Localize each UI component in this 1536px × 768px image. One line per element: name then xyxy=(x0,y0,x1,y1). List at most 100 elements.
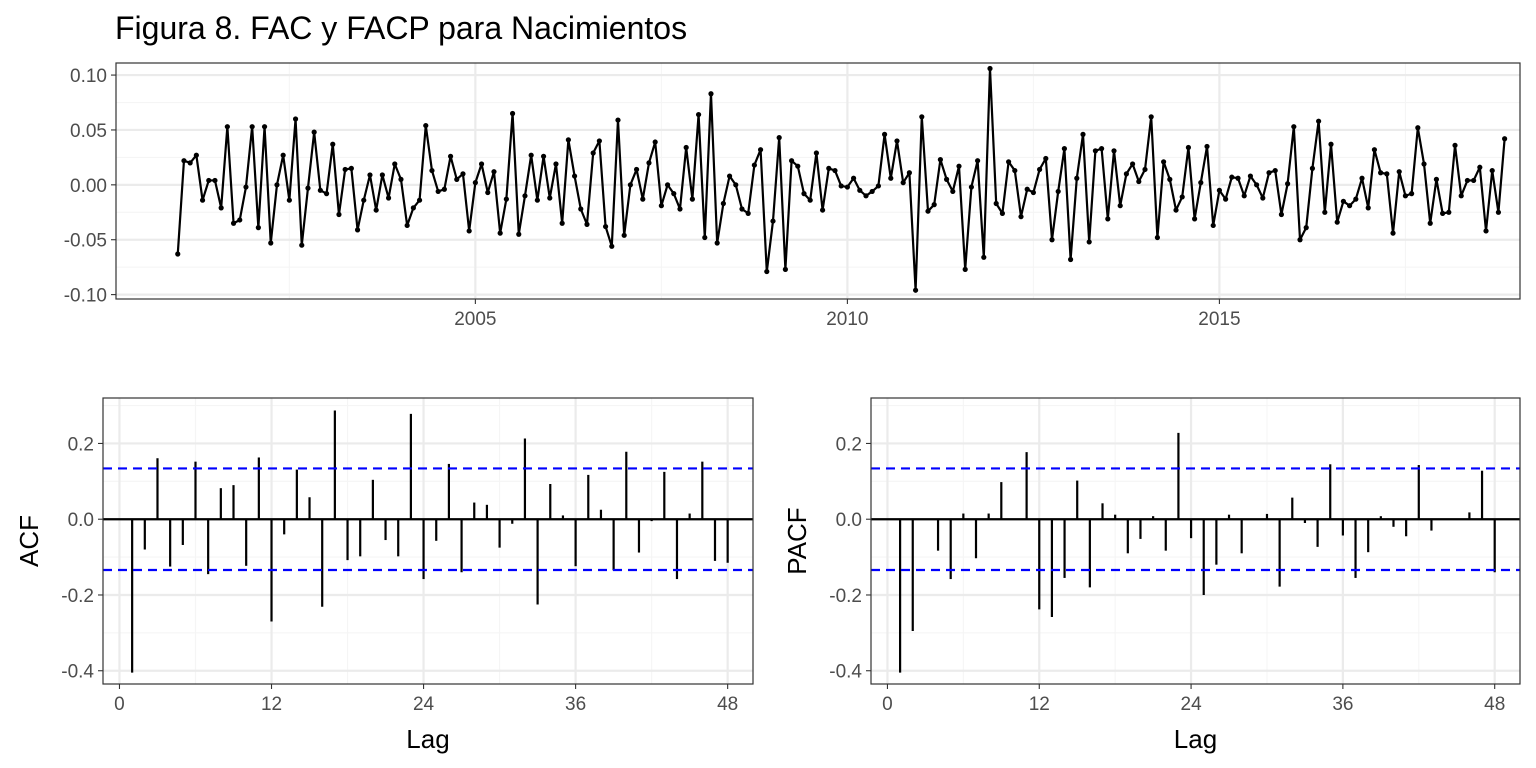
data-point xyxy=(677,206,683,212)
x-tick-label: 36 xyxy=(1332,694,1353,715)
data-point xyxy=(187,160,193,166)
data-point xyxy=(317,187,323,193)
data-point xyxy=(1117,203,1123,209)
data-point xyxy=(664,182,671,188)
x-tick-label: 24 xyxy=(413,694,435,715)
x-tick-label: 2005 xyxy=(454,309,496,330)
data-point xyxy=(230,220,237,226)
data-point xyxy=(249,124,255,130)
data-point xyxy=(1074,175,1080,181)
data-point xyxy=(578,206,584,212)
data-point xyxy=(1421,161,1427,167)
data-point xyxy=(323,191,330,197)
data-point xyxy=(906,170,912,176)
y-axis-title: PACF xyxy=(782,507,812,574)
data-point xyxy=(1433,176,1440,182)
data-point xyxy=(788,158,795,164)
data-point xyxy=(609,243,615,249)
data-point xyxy=(528,152,534,158)
series-tick-labels: 2005 2010 2015 0.10 0.05 0.00 -0.05 -0.10 xyxy=(64,66,1241,330)
data-point xyxy=(640,196,646,202)
data-point xyxy=(627,182,633,188)
pacf-panel-border xyxy=(870,397,1521,685)
data-point xyxy=(1148,114,1154,120)
data-point xyxy=(1099,146,1105,152)
data-point xyxy=(385,195,392,201)
y-tick-label: 0.0 xyxy=(68,510,94,531)
data-point xyxy=(1260,195,1266,201)
y-tick-label: 0.05 xyxy=(70,121,107,142)
data-point xyxy=(1452,142,1458,148)
pacf-axis-titles: Lag PACF xyxy=(782,507,1217,754)
data-point xyxy=(757,147,764,153)
data-point xyxy=(534,197,540,203)
data-point xyxy=(212,177,218,184)
data-point xyxy=(1390,230,1396,236)
data-point xyxy=(516,231,522,237)
data-point xyxy=(850,175,857,181)
y-tick-label: 0.2 xyxy=(836,434,862,455)
data-point xyxy=(1359,175,1365,181)
y-axis-title: ACF xyxy=(14,515,44,567)
data-point xyxy=(485,189,491,196)
data-point xyxy=(299,242,305,248)
pacf-tick-labels: 0 12 24 36 48 0.2 0.0 -0.2 -0.4 xyxy=(829,434,1505,715)
x-tick-label: 48 xyxy=(1484,694,1505,715)
data-point xyxy=(1068,256,1074,263)
data-point xyxy=(1384,171,1390,177)
data-point xyxy=(838,183,844,189)
data-point xyxy=(305,185,311,191)
data-point xyxy=(292,116,299,122)
data-point xyxy=(1061,146,1067,152)
x-axis-title: Lag xyxy=(1174,724,1217,754)
data-point xyxy=(206,177,212,184)
series-ticks xyxy=(111,74,1220,304)
data-point xyxy=(274,182,280,188)
data-point xyxy=(813,150,819,156)
data-point xyxy=(1340,198,1347,204)
data-point xyxy=(429,167,435,174)
data-point xyxy=(615,117,621,123)
data-point xyxy=(1266,170,1272,176)
y-tick-label: -0.4 xyxy=(61,662,94,683)
data-point xyxy=(1142,166,1148,173)
data-point xyxy=(751,162,757,168)
data-point xyxy=(1365,205,1371,211)
data-point xyxy=(1502,136,1508,142)
data-point xyxy=(1012,167,1018,174)
data-point xyxy=(1347,203,1353,209)
data-point xyxy=(571,173,578,179)
data-point xyxy=(714,240,720,246)
y-tick-label: -0.2 xyxy=(61,586,94,607)
data-point xyxy=(354,227,361,233)
data-point xyxy=(478,161,485,167)
data-point xyxy=(1334,219,1340,225)
data-point xyxy=(683,144,689,151)
data-point xyxy=(491,169,497,175)
y-tick-label: 0.0 xyxy=(836,510,862,531)
y-tick-label: -0.05 xyxy=(64,231,107,252)
data-point xyxy=(993,200,999,207)
data-point xyxy=(671,191,677,197)
chart-title: Figura 8. FAC y FACP para Nacimientos xyxy=(115,10,687,46)
data-point xyxy=(745,210,751,216)
data-point xyxy=(1241,193,1247,199)
data-point xyxy=(819,207,826,213)
data-point xyxy=(875,183,881,189)
data-point xyxy=(1477,164,1483,170)
data-point xyxy=(373,207,379,213)
data-point xyxy=(1235,175,1241,181)
data-point xyxy=(1415,125,1421,131)
data-point xyxy=(807,197,813,203)
data-point xyxy=(1297,237,1303,243)
data-point xyxy=(1030,189,1036,196)
data-point xyxy=(1322,209,1328,215)
data-point xyxy=(720,200,726,207)
x-axis-title: Lag xyxy=(406,724,449,754)
data-point xyxy=(367,172,373,178)
data-point xyxy=(1204,143,1210,150)
data-point xyxy=(1446,209,1452,215)
data-point xyxy=(1464,177,1471,184)
data-point xyxy=(1223,196,1229,202)
